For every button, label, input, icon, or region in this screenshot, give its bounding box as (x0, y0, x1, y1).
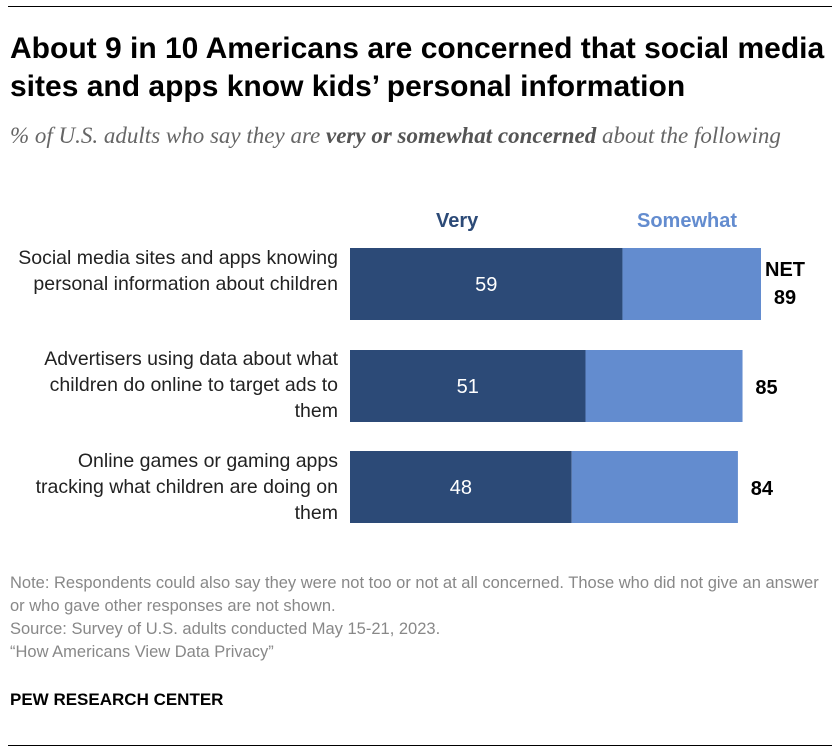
report-title: “How Americans View Data Privacy” (10, 643, 274, 661)
bar-somewhat (622, 248, 761, 320)
bar-somewhat (585, 350, 743, 422)
bar-very (350, 350, 586, 422)
subtitle-emphasis: very or somewhat concerned (326, 123, 597, 148)
source-text: Source: Survey of U.S. adults conducted … (10, 620, 441, 638)
chart-subtitle: % of U.S. adults who say they are very o… (10, 120, 820, 151)
subtitle-part: about the following (596, 123, 781, 148)
pew-logo-text: PEW RESEARCH CENTER (10, 690, 224, 709)
bar-very (350, 248, 623, 320)
bar-somewhat (571, 451, 738, 523)
bottom-rule (8, 745, 832, 746)
subtitle-part: % of U.S. adults who say they are (10, 123, 327, 148)
net-value: 89 (774, 287, 796, 309)
net-header: NET (765, 259, 805, 281)
data-label: 51 (457, 376, 479, 398)
net-value: 85 (755, 377, 777, 399)
note-text: Note: Respondents could also say they we… (10, 574, 819, 615)
data-label: 48 (450, 477, 472, 499)
chart-title: About 9 in 10 Americans are concerned th… (10, 32, 825, 103)
category-label: Advertisers using data about what childr… (44, 348, 338, 422)
data-label: 59 (475, 274, 497, 296)
category-label: Online games or gaming apps tracking wha… (35, 450, 338, 524)
bar-very (350, 451, 572, 523)
category-label: Social media sites and apps knowing pers… (18, 247, 338, 295)
legend-somewhat: Somewhat (637, 210, 738, 232)
legend-very: Very (436, 210, 479, 232)
net-value: 84 (751, 478, 774, 500)
top-rule (8, 6, 832, 7)
